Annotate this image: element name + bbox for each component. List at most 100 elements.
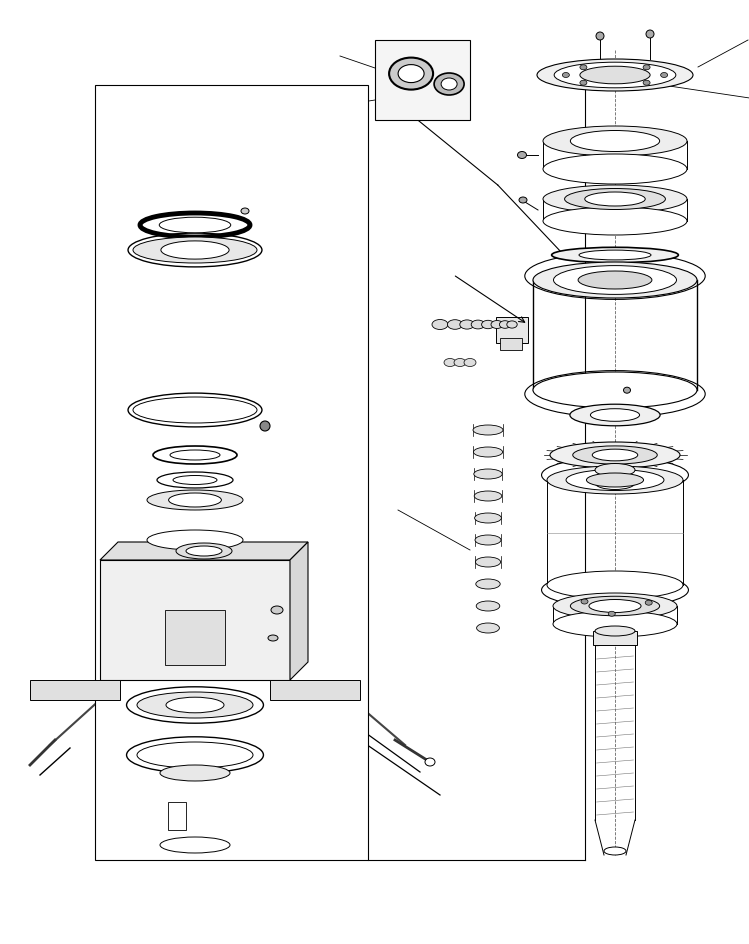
Ellipse shape [473,425,503,435]
Ellipse shape [580,80,587,85]
Ellipse shape [553,611,677,637]
Ellipse shape [157,472,233,488]
Ellipse shape [471,320,485,329]
Ellipse shape [623,387,631,394]
Ellipse shape [169,493,222,507]
Ellipse shape [604,847,626,855]
Ellipse shape [646,30,654,38]
Ellipse shape [543,154,687,184]
Ellipse shape [137,742,253,768]
Ellipse shape [464,359,476,366]
Ellipse shape [585,192,645,206]
Ellipse shape [533,372,697,408]
Ellipse shape [579,250,651,260]
Bar [30,680,120,700]
Ellipse shape [473,447,503,457]
Bar [496,316,528,343]
Ellipse shape [581,599,588,604]
Ellipse shape [137,692,253,718]
Bar [168,802,186,830]
Ellipse shape [140,213,250,237]
Ellipse shape [543,207,687,235]
Ellipse shape [425,758,435,766]
Ellipse shape [133,397,257,423]
Ellipse shape [595,626,635,636]
Ellipse shape [573,446,658,464]
Ellipse shape [589,599,641,613]
Ellipse shape [444,359,456,366]
Ellipse shape [441,78,457,90]
Ellipse shape [595,477,635,490]
Bar [500,338,522,349]
Ellipse shape [160,217,231,233]
Ellipse shape [447,320,463,329]
Ellipse shape [434,73,464,95]
Ellipse shape [554,265,676,295]
Ellipse shape [474,469,502,479]
Ellipse shape [186,546,222,556]
Ellipse shape [176,543,232,559]
Ellipse shape [553,593,677,619]
Polygon shape [100,542,308,560]
Polygon shape [290,542,308,680]
Ellipse shape [476,579,500,589]
Ellipse shape [518,151,527,159]
Ellipse shape [580,65,587,70]
Ellipse shape [543,185,687,213]
Ellipse shape [460,320,474,329]
Ellipse shape [161,241,229,259]
Ellipse shape [570,130,660,151]
Bar [95,85,368,860]
Ellipse shape [170,450,220,460]
Ellipse shape [432,319,448,329]
Ellipse shape [552,247,679,262]
Ellipse shape [580,66,650,84]
Bar [375,40,470,120]
Ellipse shape [586,473,643,487]
Ellipse shape [454,359,466,366]
Bar [100,560,290,680]
Ellipse shape [491,321,503,329]
Ellipse shape [389,58,433,90]
Ellipse shape [533,262,697,298]
Ellipse shape [645,600,652,605]
Ellipse shape [476,557,500,567]
Ellipse shape [500,321,511,329]
Ellipse shape [153,446,237,464]
Ellipse shape [241,208,249,214]
Ellipse shape [547,466,683,494]
Ellipse shape [260,421,270,431]
Ellipse shape [476,601,500,611]
Ellipse shape [537,59,693,91]
Ellipse shape [578,271,652,289]
Ellipse shape [590,409,640,421]
Ellipse shape [475,513,501,523]
Ellipse shape [543,126,687,156]
Ellipse shape [547,571,683,599]
Ellipse shape [554,62,676,88]
Ellipse shape [133,237,257,263]
Ellipse shape [476,623,500,633]
Ellipse shape [160,837,230,853]
Ellipse shape [519,197,527,203]
Ellipse shape [268,635,278,641]
Ellipse shape [173,476,217,484]
Ellipse shape [160,765,230,781]
Ellipse shape [550,442,680,468]
Bar [270,680,360,700]
Ellipse shape [475,535,501,545]
Ellipse shape [592,449,637,461]
Bar [593,631,637,645]
Ellipse shape [507,321,518,329]
Ellipse shape [482,320,494,329]
Ellipse shape [661,73,667,77]
Ellipse shape [474,491,502,501]
Ellipse shape [570,404,660,426]
Ellipse shape [398,64,424,83]
Ellipse shape [643,80,650,85]
Ellipse shape [147,490,243,510]
Ellipse shape [565,189,665,210]
Ellipse shape [147,530,243,550]
Ellipse shape [271,606,283,614]
Ellipse shape [596,32,604,40]
